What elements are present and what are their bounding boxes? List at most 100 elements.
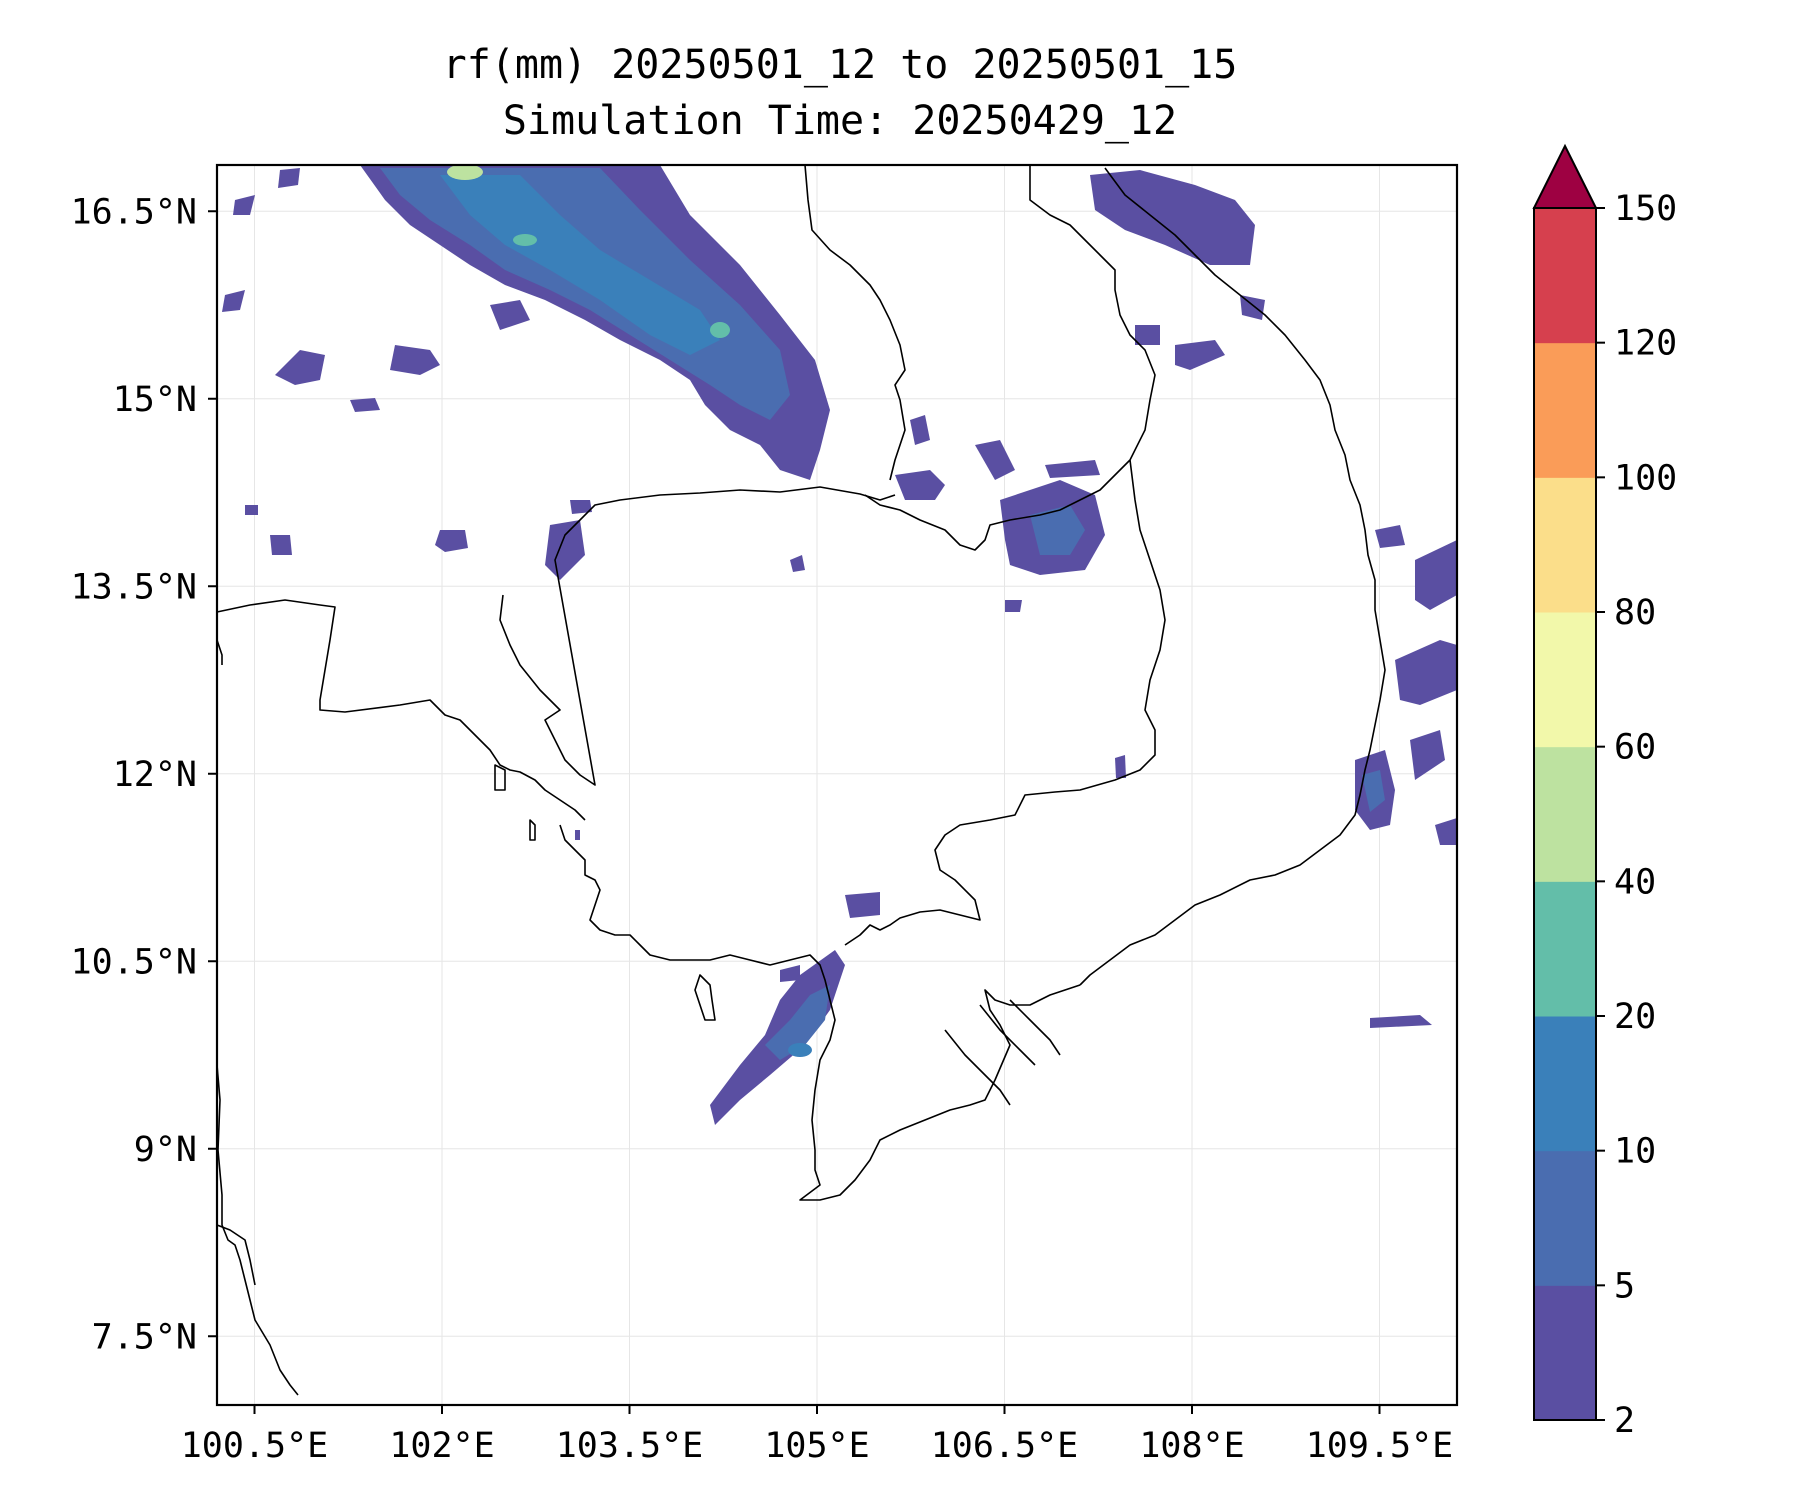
lat-tick-label: 12°N [113,755,197,795]
mekong-delta-coast [559,824,1081,1201]
rain-area-northwest-peak [447,164,483,180]
colorbar-tick-label: 5 [1614,1266,1635,1306]
thailand-cambodia-border [216,599,586,821]
rain-cell [975,440,1015,480]
rain-cell [222,290,245,312]
rain-area-northeast [1090,170,1255,265]
colorbar-tick-label: 40 [1614,862,1656,902]
lon-tick-label: 102°E [389,1426,494,1466]
lon-tick-label: 106.5°E [931,1426,1079,1466]
rain-cell [790,555,805,572]
rain-cell [545,520,585,580]
gulf-island [694,974,716,1021]
rain-cell [570,500,592,514]
colorbar-segment [1534,1285,1596,1421]
rain-cell [245,505,258,515]
lat-tick-label: 7.5°N [92,1317,197,1357]
mekong-delta-rivers [944,999,1061,1106]
rain-cell [575,830,580,840]
lat-tick-label: 13.5°N [71,567,197,607]
rain-cell [435,530,468,552]
rain-cell [1435,818,1457,845]
colorbar-segment [1534,1016,1596,1152]
lon-tick-label: 105°E [764,1426,869,1466]
rain-cell [1175,340,1225,370]
rain-cell [275,350,325,385]
rain-cell [233,195,255,215]
latitude-ticks: 16.5°N 15°N 13.5°N 12°N 10.5°N 9°N 7.5°N [71,192,217,1357]
rain-cell [490,300,530,330]
rain-area-northwest-heavy [440,175,720,355]
colorbar: 2 5 10 20 40 60 80 100 120 150 [1532,143,1677,1441]
rainfall-areas [222,164,1457,1125]
colorbar-frame [1533,207,1597,1421]
rain-cell [390,345,440,375]
map-panel: 100.5°E 102°E 103.5°E 105°E 106.5°E 108°E 109.… [71,163,1459,1466]
colorbar-tick-label: 150 [1614,189,1677,229]
rain-cell [350,398,380,412]
lat-tick-label: 16.5°N [71,192,197,232]
rain-cell [270,535,292,555]
rain-cell [1375,525,1405,548]
colorbar-tick-label: 80 [1614,593,1656,633]
colorbar-segment [1534,746,1596,882]
rain-cell [1415,540,1457,610]
vietnam-east-coast [1079,167,1386,986]
colorbar-tick-label: 10 [1614,1132,1656,1172]
rain-cell [1370,1015,1432,1028]
colorbar-tick-label: 120 [1614,324,1677,364]
laos-vietnam-border [1029,165,1156,461]
rain-area-south-core [765,985,830,1060]
lat-tick-label: 15°N [113,380,197,420]
colorbar-tick-label: 20 [1614,997,1656,1037]
malay-peninsula-coast [216,1064,299,1396]
rain-area-central-core [1030,505,1085,555]
rain-cell [1240,295,1265,320]
coastlines-borders [216,164,1386,1396]
colorbar-extend-arrow [1532,143,1598,209]
colorbar-segments [1534,208,1596,1421]
rain-area-northwest-peak3 [710,322,730,338]
colorbar-segment [1534,1150,1596,1286]
lat-tick-label: 9°N [134,1130,197,1170]
rain-cell [1005,600,1022,612]
colorbar-segment [1534,881,1596,1017]
colorbar-tick-label: 60 [1614,728,1656,768]
longitude-ticks: 100.5°E 102°E 103.5°E 105°E 106.5°E 108°E 109.… [181,1405,1454,1466]
colorbar-segment [1534,342,1596,478]
west-thailand-coast [216,639,256,1286]
rain-area-northwest-peak2 [513,234,537,246]
colorbar-segment [1534,477,1596,613]
colorbar-ticks: 2 5 10 20 40 60 80 100 120 150 [1596,189,1677,1441]
lon-tick-label: 108°E [1139,1426,1244,1466]
rain-area-northwest-core [380,168,790,420]
rain-cell [1045,460,1100,478]
rain-cell [780,965,800,982]
colorbar-tick-label: 100 [1614,458,1677,498]
cambodia-border-north [499,486,896,786]
rain-cell [845,892,880,918]
lon-tick-label: 103.5°E [556,1426,704,1466]
rain-cell [1410,730,1445,780]
plot-subtitle: Simulation Time: 20250429_12 [503,98,1177,144]
map-frame [215,163,1459,1407]
laos-border [804,164,906,481]
rain-cell [278,168,300,188]
lon-tick-label: 109.5°E [1306,1426,1454,1466]
rain-area-south-peak [788,1043,812,1057]
rain-cell [895,470,945,500]
lon-tick-label: 100.5°E [181,1426,329,1466]
vietnam-cambodia-border [844,459,1166,946]
gulf-island-small2 [529,819,536,841]
colorbar-segment [1534,208,1596,344]
colorbar-tick-label: 2 [1614,1401,1635,1441]
rain-cell [1395,640,1457,705]
gulf-island-small [494,764,506,791]
laos-cambodia-border [864,459,1131,551]
rain-cell [1115,755,1126,778]
plot-title: rf(mm) 20250501_12 to 20250501_15 [443,42,1238,88]
rain-cell [1135,325,1160,345]
rain-cell [910,415,930,445]
lat-tick-label: 10.5°N [71,942,197,982]
